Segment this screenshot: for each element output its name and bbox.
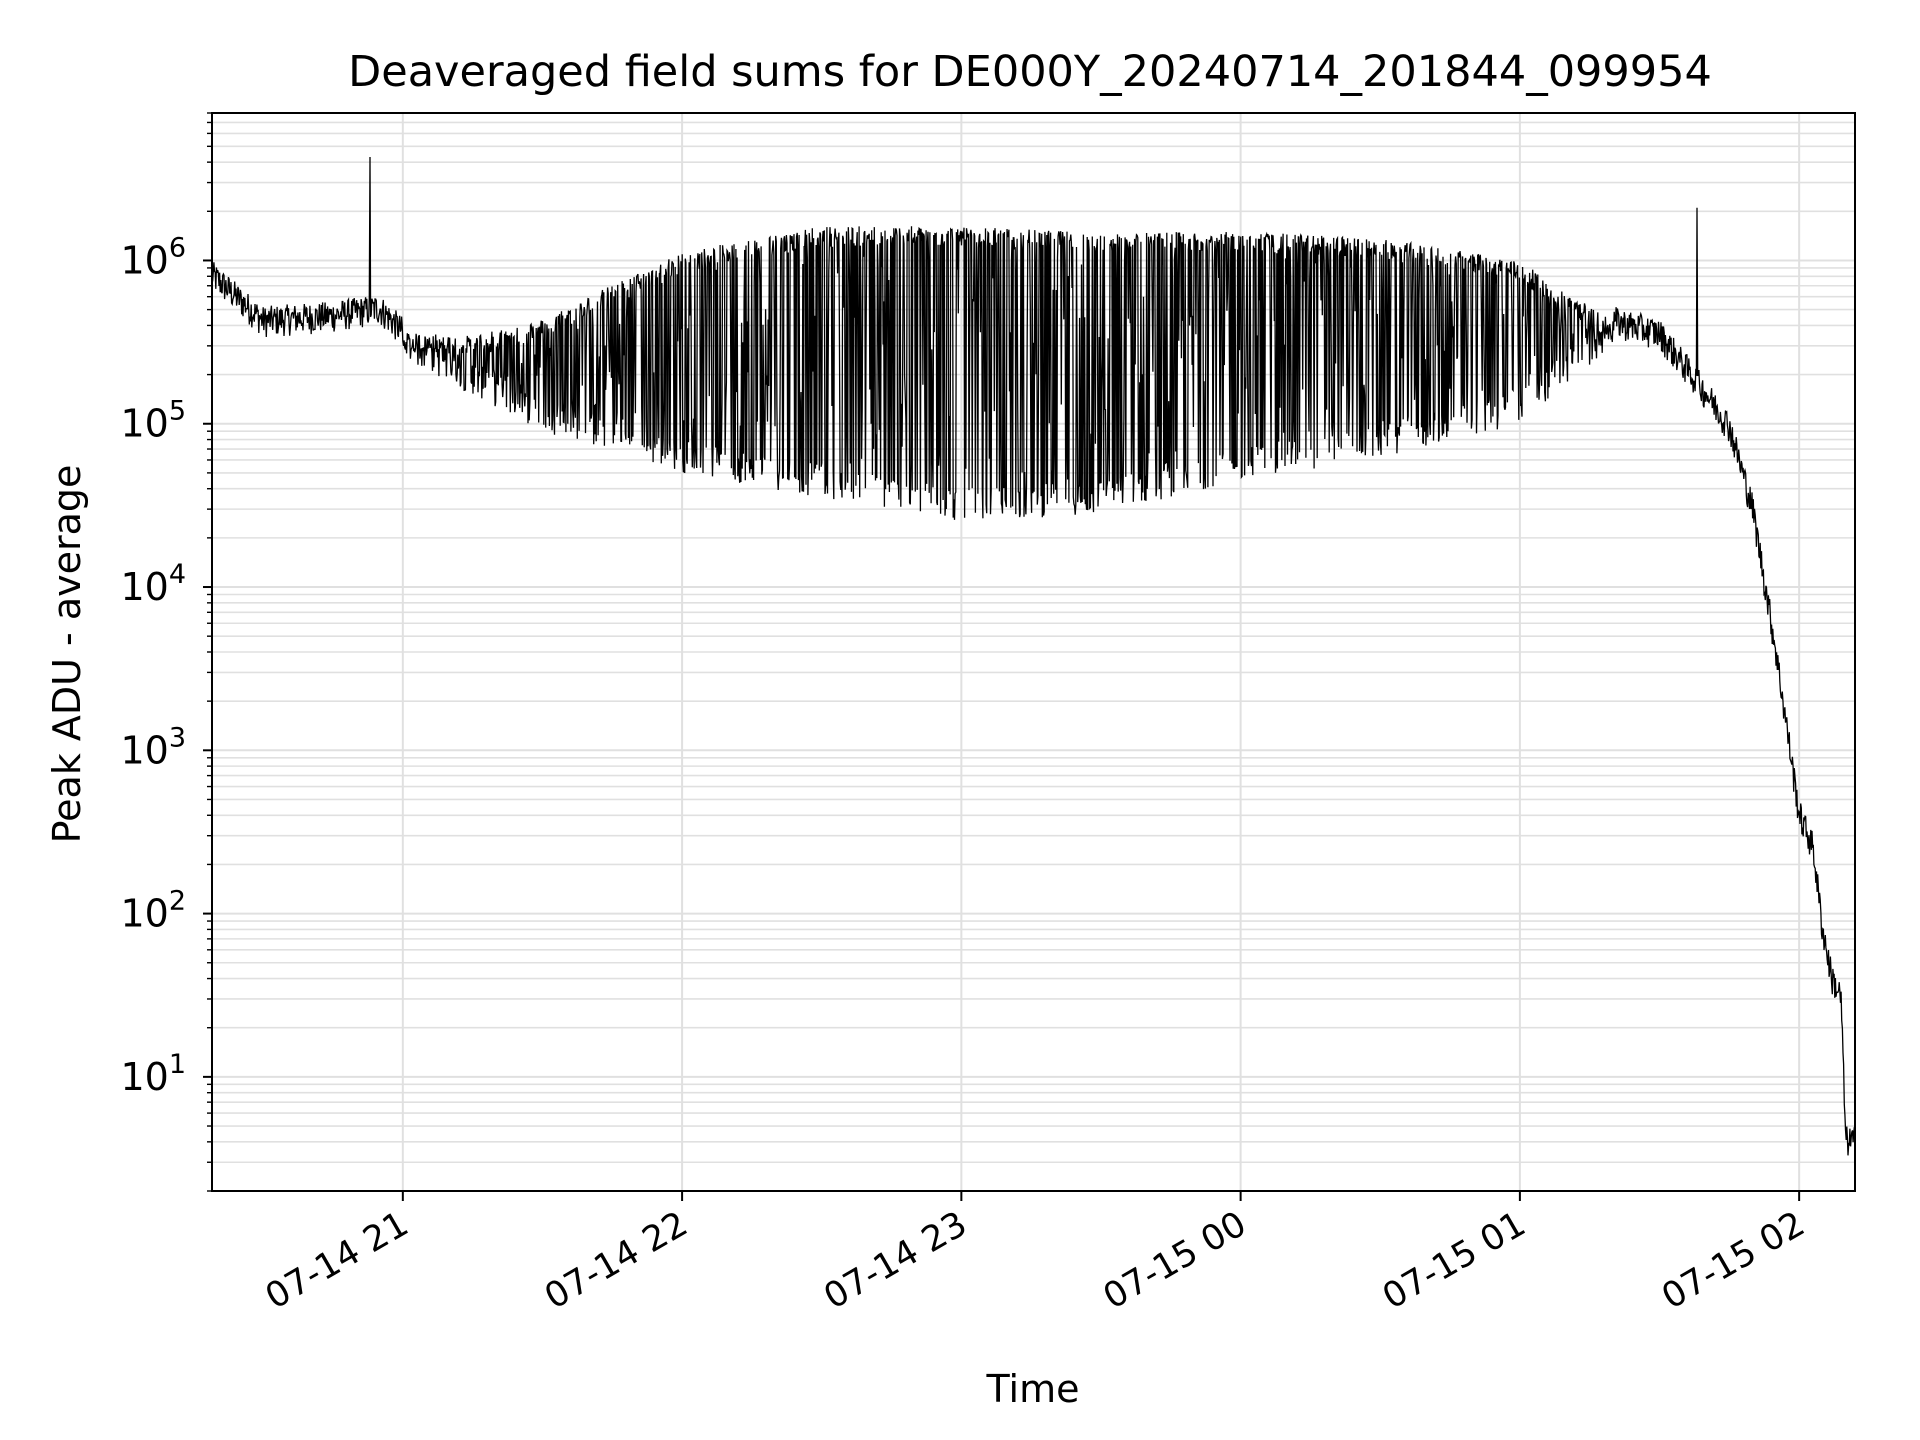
- y-tick-label: 104: [120, 559, 186, 609]
- y-tick-label: 105: [120, 396, 186, 446]
- plot-frame: [203, 112, 1856, 1201]
- y-tick-label-base: 10: [120, 238, 168, 282]
- x-axis: 07-14 21 07-14 22 07-14 23 07-15 00 07-15 01…: [259, 1204, 1812, 1317]
- y-axis-label: Peak ADU - average: [45, 465, 89, 844]
- y-tick-label-base: 10: [120, 402, 168, 446]
- y-tick-label: 103: [120, 722, 186, 772]
- chart-title: Deaveraged field sums for DE000Y_2024071…: [348, 47, 1712, 97]
- y-tick-label-base: 10: [120, 1055, 168, 1099]
- y-tick-label: 102: [120, 886, 186, 936]
- y-tick-label-base: 10: [120, 892, 168, 936]
- x-tick-label: 07-14 23: [818, 1204, 974, 1317]
- x-tick-label: 07-15 01: [1376, 1204, 1532, 1317]
- series-line: [212, 156, 1855, 1156]
- y-tick-label-base: 10: [120, 565, 168, 609]
- y-tick-label-exponent: 4: [169, 559, 186, 590]
- x-tick-label: 07-15 02: [1655, 1204, 1811, 1317]
- x-tick-label: 07-14 22: [538, 1204, 694, 1317]
- y-tick-label-exponent: 2: [169, 886, 186, 917]
- y-tick-label-exponent: 6: [169, 232, 186, 263]
- x-axis-label: Time: [986, 1367, 1080, 1411]
- y-tick-label: 106: [120, 232, 186, 282]
- series-path: [212, 156, 1855, 1156]
- axes-border: [211, 112, 1856, 1192]
- y-tick-label-base: 10: [120, 728, 168, 772]
- x-tick-label: 07-14 21: [259, 1204, 415, 1317]
- y-tick-label: 101: [120, 1049, 186, 1099]
- y-tick-label-exponent: 1: [169, 1049, 186, 1080]
- y-tick-label-exponent: 5: [169, 396, 186, 427]
- y-tick-label-exponent: 3: [169, 722, 186, 753]
- grid: [212, 112, 1855, 1192]
- x-tick-label: 07-15 00: [1097, 1204, 1253, 1317]
